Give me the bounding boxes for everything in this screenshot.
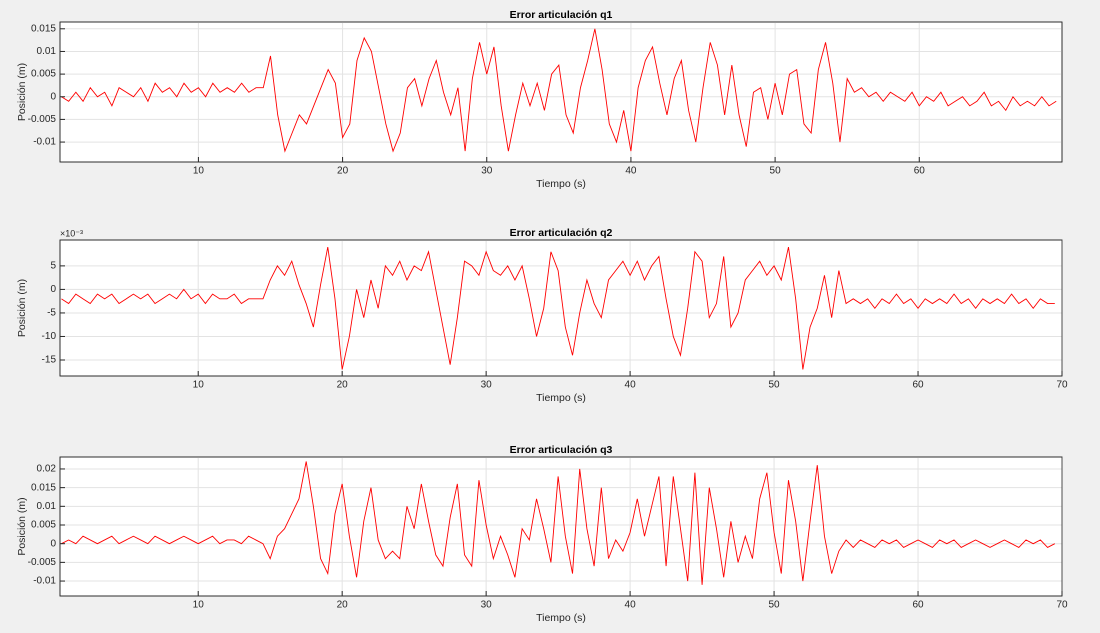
y-tick-label: -0.01 [33, 137, 56, 148]
subplot: 10 20 30 40 50 60 70 -15 -10 -5 0 5 Error articulaci… [16, 227, 1068, 404]
chart-title: Error articulación q1 [510, 9, 613, 21]
y-tick-label: 0 [50, 91, 56, 102]
x-tick-label: 20 [337, 380, 349, 391]
y-tick-label: -0.005 [28, 557, 57, 568]
y-axis-label: Posición (m) [16, 63, 28, 121]
x-axis-label: Tiempo (s) [536, 612, 586, 624]
y-tick-label: 0.015 [31, 482, 56, 493]
x-tick-label: 50 [769, 380, 781, 391]
x-tick-label: 30 [481, 166, 493, 177]
x-tick-label: 40 [625, 380, 637, 391]
x-tick-label: 50 [770, 166, 782, 177]
y-tick-label: -10 [42, 331, 57, 342]
x-tick-label: 60 [912, 600, 924, 611]
x-tick-label: 50 [769, 600, 781, 611]
y-tick-label: -5 [47, 308, 56, 319]
y-tick-label: 0.02 [37, 464, 57, 475]
x-tick-label: 20 [337, 166, 349, 177]
subplot: 10 20 30 40 50 60 70 -0.01 -0.005 0 0.005 0.01 0.015… [16, 444, 1068, 624]
axes-box [59, 21, 1063, 163]
y-tick-label: 0.005 [31, 69, 56, 80]
x-tick-label: 40 [625, 600, 637, 611]
x-tick-label: 20 [337, 600, 349, 611]
y-tick-label: 0.005 [31, 520, 56, 531]
x-tick-label: 40 [625, 166, 637, 177]
chart-title: Error articulación q3 [510, 444, 613, 456]
y-tick-label: -0.005 [28, 114, 57, 125]
y-tick-label: 0.01 [37, 46, 57, 57]
plot-area [59, 21, 1063, 163]
plot-area [59, 239, 1063, 377]
y-tick-label: 0 [50, 538, 56, 549]
x-axis-label: Tiempo (s) [536, 178, 586, 190]
error-line [61, 28, 1057, 153]
subplot: 10 20 30 40 50 60 -0.01 -0.005 0 0.005 0.01 0.015 Er… [16, 9, 1063, 190]
y-tick-label: 0.015 [31, 23, 56, 34]
axes-box [59, 456, 1063, 597]
x-tick-label: 30 [481, 380, 493, 391]
y-tick-label: 0.01 [37, 501, 57, 512]
error-line [61, 461, 1056, 585]
x-tick-label: 70 [1056, 380, 1068, 391]
error-line [61, 246, 1055, 370]
y-exponent: ×10⁻³ [60, 228, 83, 238]
y-axis-label: Posición (m) [16, 279, 28, 337]
chart-title: Error articulación q2 [510, 227, 613, 239]
x-tick-label: 10 [193, 166, 205, 177]
x-tick-label: 60 [914, 166, 926, 177]
x-tick-label: 30 [481, 600, 493, 611]
x-tick-label: 10 [193, 600, 205, 611]
plot-area [59, 456, 1063, 597]
x-axis-label: Tiempo (s) [536, 392, 586, 404]
axes-box [59, 239, 1063, 377]
y-tick-label: -0.01 [33, 576, 56, 587]
y-tick-label: 0 [50, 284, 56, 295]
x-tick-label: 70 [1056, 600, 1068, 611]
y-tick-label: 5 [50, 261, 56, 272]
y-tick-label: -15 [42, 355, 57, 366]
x-tick-label: 60 [912, 380, 924, 391]
y-axis-label: Posición (m) [16, 497, 28, 555]
x-tick-label: 10 [193, 380, 205, 391]
